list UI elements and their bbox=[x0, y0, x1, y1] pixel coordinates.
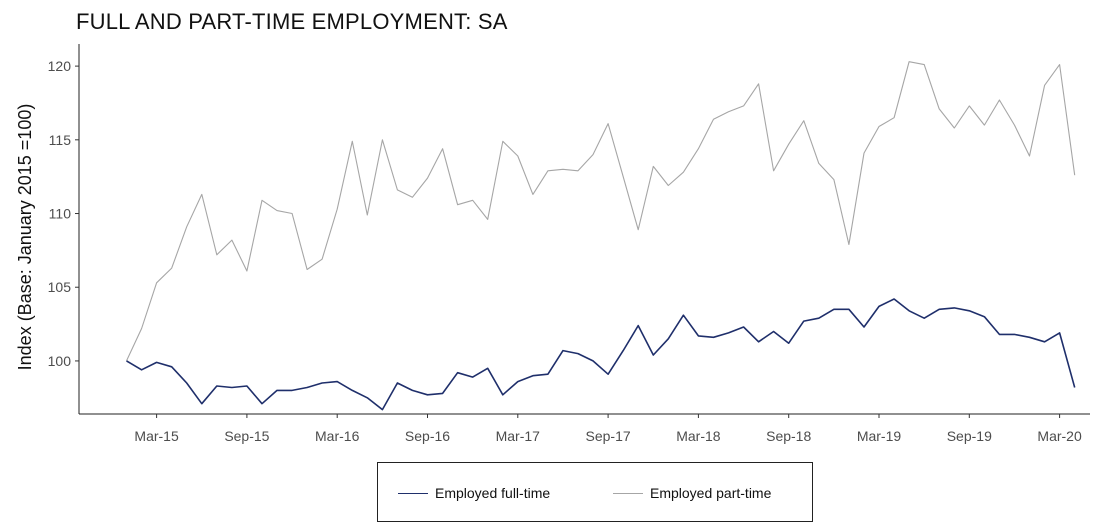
x-tick-label: Sep-19 bbox=[947, 428, 992, 444]
y-tick-label: 120 bbox=[48, 58, 72, 74]
legend-swatch-part-time bbox=[613, 492, 643, 494]
y-tick-label: 110 bbox=[49, 206, 72, 222]
y-axis-title: Index (Base: January 2015 =100) bbox=[15, 104, 35, 371]
x-tick-label: Mar-15 bbox=[134, 428, 179, 444]
legend-label-full-time: Employed full-time bbox=[435, 485, 551, 501]
x-tick-label: Sep-18 bbox=[766, 428, 811, 444]
x-tick-label: Mar-17 bbox=[496, 428, 541, 444]
x-tick-label: Mar-16 bbox=[315, 428, 360, 444]
y-tick-label: 115 bbox=[49, 132, 72, 148]
y-tick-label: 105 bbox=[48, 279, 72, 295]
legend-swatch-full-time bbox=[398, 492, 428, 494]
series-line-part-time bbox=[126, 61, 1076, 362]
legend-label-part-time: Employed part-time bbox=[650, 485, 772, 501]
x-tick-label: Mar-18 bbox=[676, 428, 721, 444]
legend-item-full-time: Employed full-time bbox=[398, 485, 550, 501]
chart-title: FULL AND PART-TIME EMPLOYMENT: SA bbox=[76, 9, 508, 34]
x-tick-label: Mar-19 bbox=[857, 428, 902, 444]
legend: Employed full-time Employed part-time bbox=[377, 462, 813, 522]
x-tick-label: Sep-17 bbox=[586, 428, 631, 444]
line-chart: 100 105 110 115 120 Mar-15 Sep-15 Mar-16 Sep-16 M… bbox=[15, 44, 1090, 444]
series-line-full-time bbox=[126, 298, 1076, 411]
legend-item-part-time: Employed part-time bbox=[613, 485, 771, 501]
x-tick-label: Sep-16 bbox=[405, 428, 450, 444]
y-tick-label: 100 bbox=[48, 353, 72, 369]
x-tick-label: Mar-20 bbox=[1037, 428, 1082, 444]
x-tick-label: Sep-15 bbox=[224, 428, 269, 444]
